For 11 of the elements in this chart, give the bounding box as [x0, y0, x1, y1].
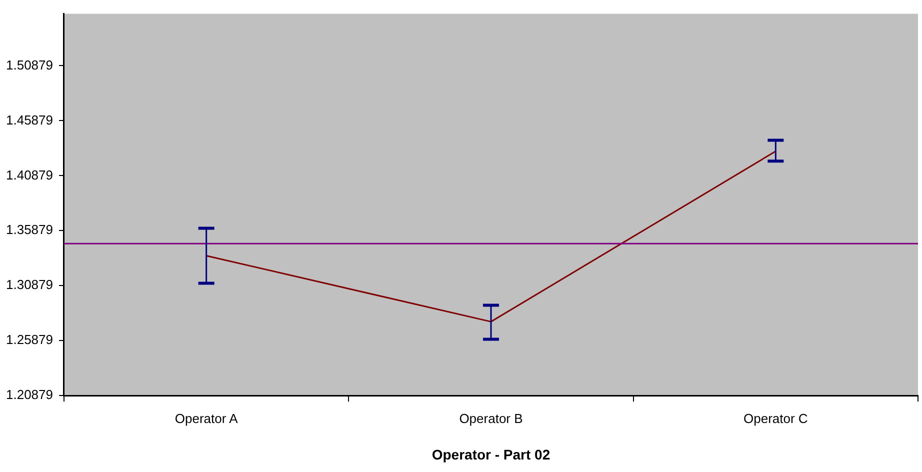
y-tick-label: 1.35879 — [6, 222, 53, 238]
y-tick-label: 1.25879 — [6, 332, 53, 348]
x-tick-label: Operator C — [744, 410, 808, 426]
y-tick-label: 1.45879 — [6, 112, 53, 128]
x-tick-label: Operator A — [174, 410, 238, 426]
x-axis-title: Operator - Part 02 — [432, 446, 550, 462]
y-tick-label: 1.40879 — [6, 167, 53, 182]
y-tick-label: 1.50879 — [6, 57, 53, 72]
x-tick-label: Operator B — [459, 410, 523, 426]
y-tick-label: 1.20879 — [6, 387, 53, 402]
y-tick-label: 1.30879 — [6, 277, 53, 292]
